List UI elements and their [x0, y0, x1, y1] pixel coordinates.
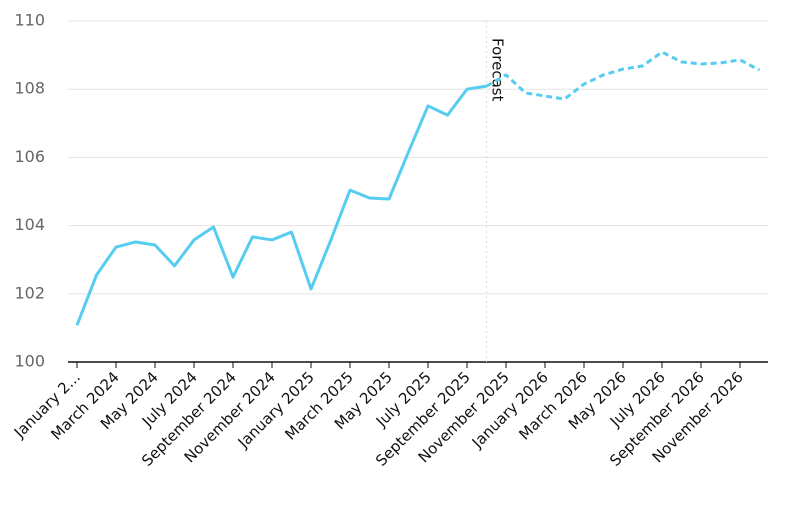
y-tick-label: 108	[14, 79, 45, 98]
y-tick-label: 100	[14, 352, 45, 371]
line	[75, 84, 487, 326]
y-tick-label: 110	[14, 11, 45, 30]
y-tick-label: 102	[14, 283, 45, 302]
y-tick-label: 104	[14, 215, 45, 234]
y-tick-label: 106	[14, 147, 45, 166]
forecast-label: Forecast	[489, 38, 507, 102]
line	[485, 50, 761, 101]
